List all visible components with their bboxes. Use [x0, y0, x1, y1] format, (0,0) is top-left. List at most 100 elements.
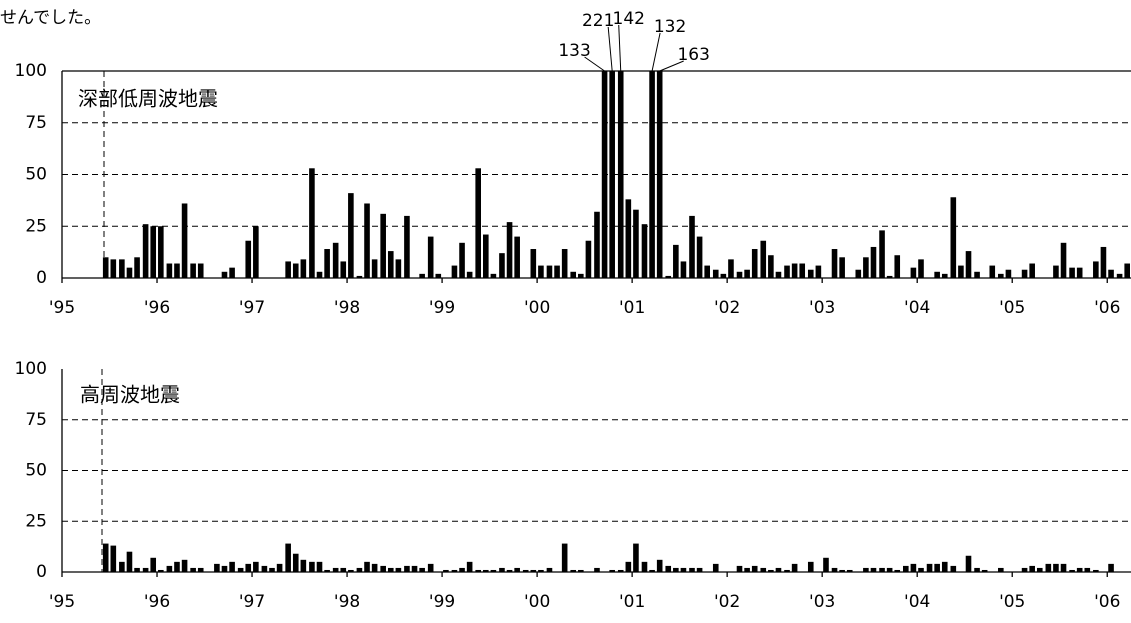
bar: [332, 242, 339, 278]
bar: [253, 561, 259, 572]
bar: [886, 567, 893, 572]
bar: [689, 215, 695, 278]
bar: [126, 267, 133, 278]
bar: [665, 275, 672, 278]
bar: [309, 561, 315, 572]
bar: [237, 567, 244, 572]
bar: [419, 273, 425, 278]
y-tick-label: 50: [25, 165, 47, 185]
bars: [102, 543, 1114, 572]
bar: [174, 263, 180, 278]
bar: [371, 563, 378, 572]
leader-line: [618, 24, 622, 72]
bar: [348, 193, 354, 278]
panel-title: 高周波地震: [80, 383, 180, 407]
bar: [475, 168, 481, 278]
bar: [1116, 273, 1123, 278]
bar: [625, 561, 632, 572]
bar: [269, 567, 275, 572]
bar: [404, 565, 410, 572]
bar: [989, 265, 996, 278]
bar: [134, 567, 140, 572]
x-tick-label: '01: [619, 592, 645, 612]
x-tick-label: '98: [334, 298, 360, 318]
leader-line: [651, 32, 661, 72]
bar: [712, 563, 719, 572]
y-tick-label: 25: [25, 511, 47, 531]
bar: [166, 263, 173, 278]
bar: [601, 71, 608, 278]
bar: [696, 567, 703, 572]
bar: [751, 249, 758, 278]
bar: [649, 71, 655, 278]
x-tick-label: '97: [239, 298, 265, 318]
bar: [712, 269, 719, 278]
leader-line: [607, 26, 613, 72]
bar: [419, 567, 425, 572]
bar: [134, 257, 140, 278]
bar: [680, 261, 687, 278]
bar: [102, 257, 109, 278]
bar: [846, 569, 853, 572]
bar: [499, 253, 505, 278]
bar: [427, 563, 434, 572]
bar: [395, 567, 402, 572]
bar: [815, 265, 822, 278]
bar: [119, 259, 125, 278]
leader-line: [584, 56, 605, 72]
y-tick-label: 25: [25, 216, 47, 236]
bar: [680, 567, 687, 572]
bar: [546, 265, 553, 278]
bar: [736, 271, 743, 278]
bar: [1093, 569, 1099, 572]
bar: [594, 567, 600, 572]
bar: [1060, 563, 1067, 572]
bar: [839, 569, 845, 572]
bar: [300, 259, 307, 278]
bar: [197, 567, 204, 572]
x-tick-label: '97: [239, 592, 265, 612]
bar: [696, 236, 703, 278]
bar: [102, 543, 109, 572]
x-tick-label: '95: [49, 298, 75, 318]
bar: [1029, 565, 1035, 572]
bar: [1053, 563, 1059, 572]
bar: [181, 203, 188, 278]
bar: [950, 197, 957, 278]
bar: [958, 265, 964, 278]
bar: [459, 567, 465, 572]
bar: [174, 561, 180, 572]
bar: [506, 222, 513, 278]
bar: [324, 249, 330, 278]
bar: [807, 561, 814, 572]
bar: [285, 543, 291, 572]
bar: [451, 569, 458, 572]
value-label: 132: [654, 17, 686, 37]
bar: [380, 213, 386, 278]
bar: [309, 168, 315, 278]
bar: [1036, 567, 1043, 572]
bar: [514, 567, 520, 572]
bar: [166, 565, 173, 572]
value-label: 133: [558, 41, 590, 61]
bar: [981, 569, 988, 572]
bar: [466, 271, 473, 278]
bar: [142, 224, 149, 278]
bar: [190, 263, 196, 278]
bar: [870, 246, 877, 278]
bar: [941, 561, 948, 572]
bar: [387, 251, 394, 278]
x-tick-label: '06: [1094, 592, 1120, 612]
bar: [1084, 567, 1091, 572]
x-tick-label: '02: [714, 298, 740, 318]
x-tick-label: '04: [904, 298, 930, 318]
bar: [356, 275, 363, 278]
y-tick-label: 100: [15, 61, 47, 81]
bar: [1029, 263, 1035, 278]
bar: [340, 567, 347, 572]
bar: [625, 199, 632, 278]
x-tick-label: '04: [904, 592, 930, 612]
bar: [594, 211, 600, 278]
bar: [910, 563, 917, 572]
